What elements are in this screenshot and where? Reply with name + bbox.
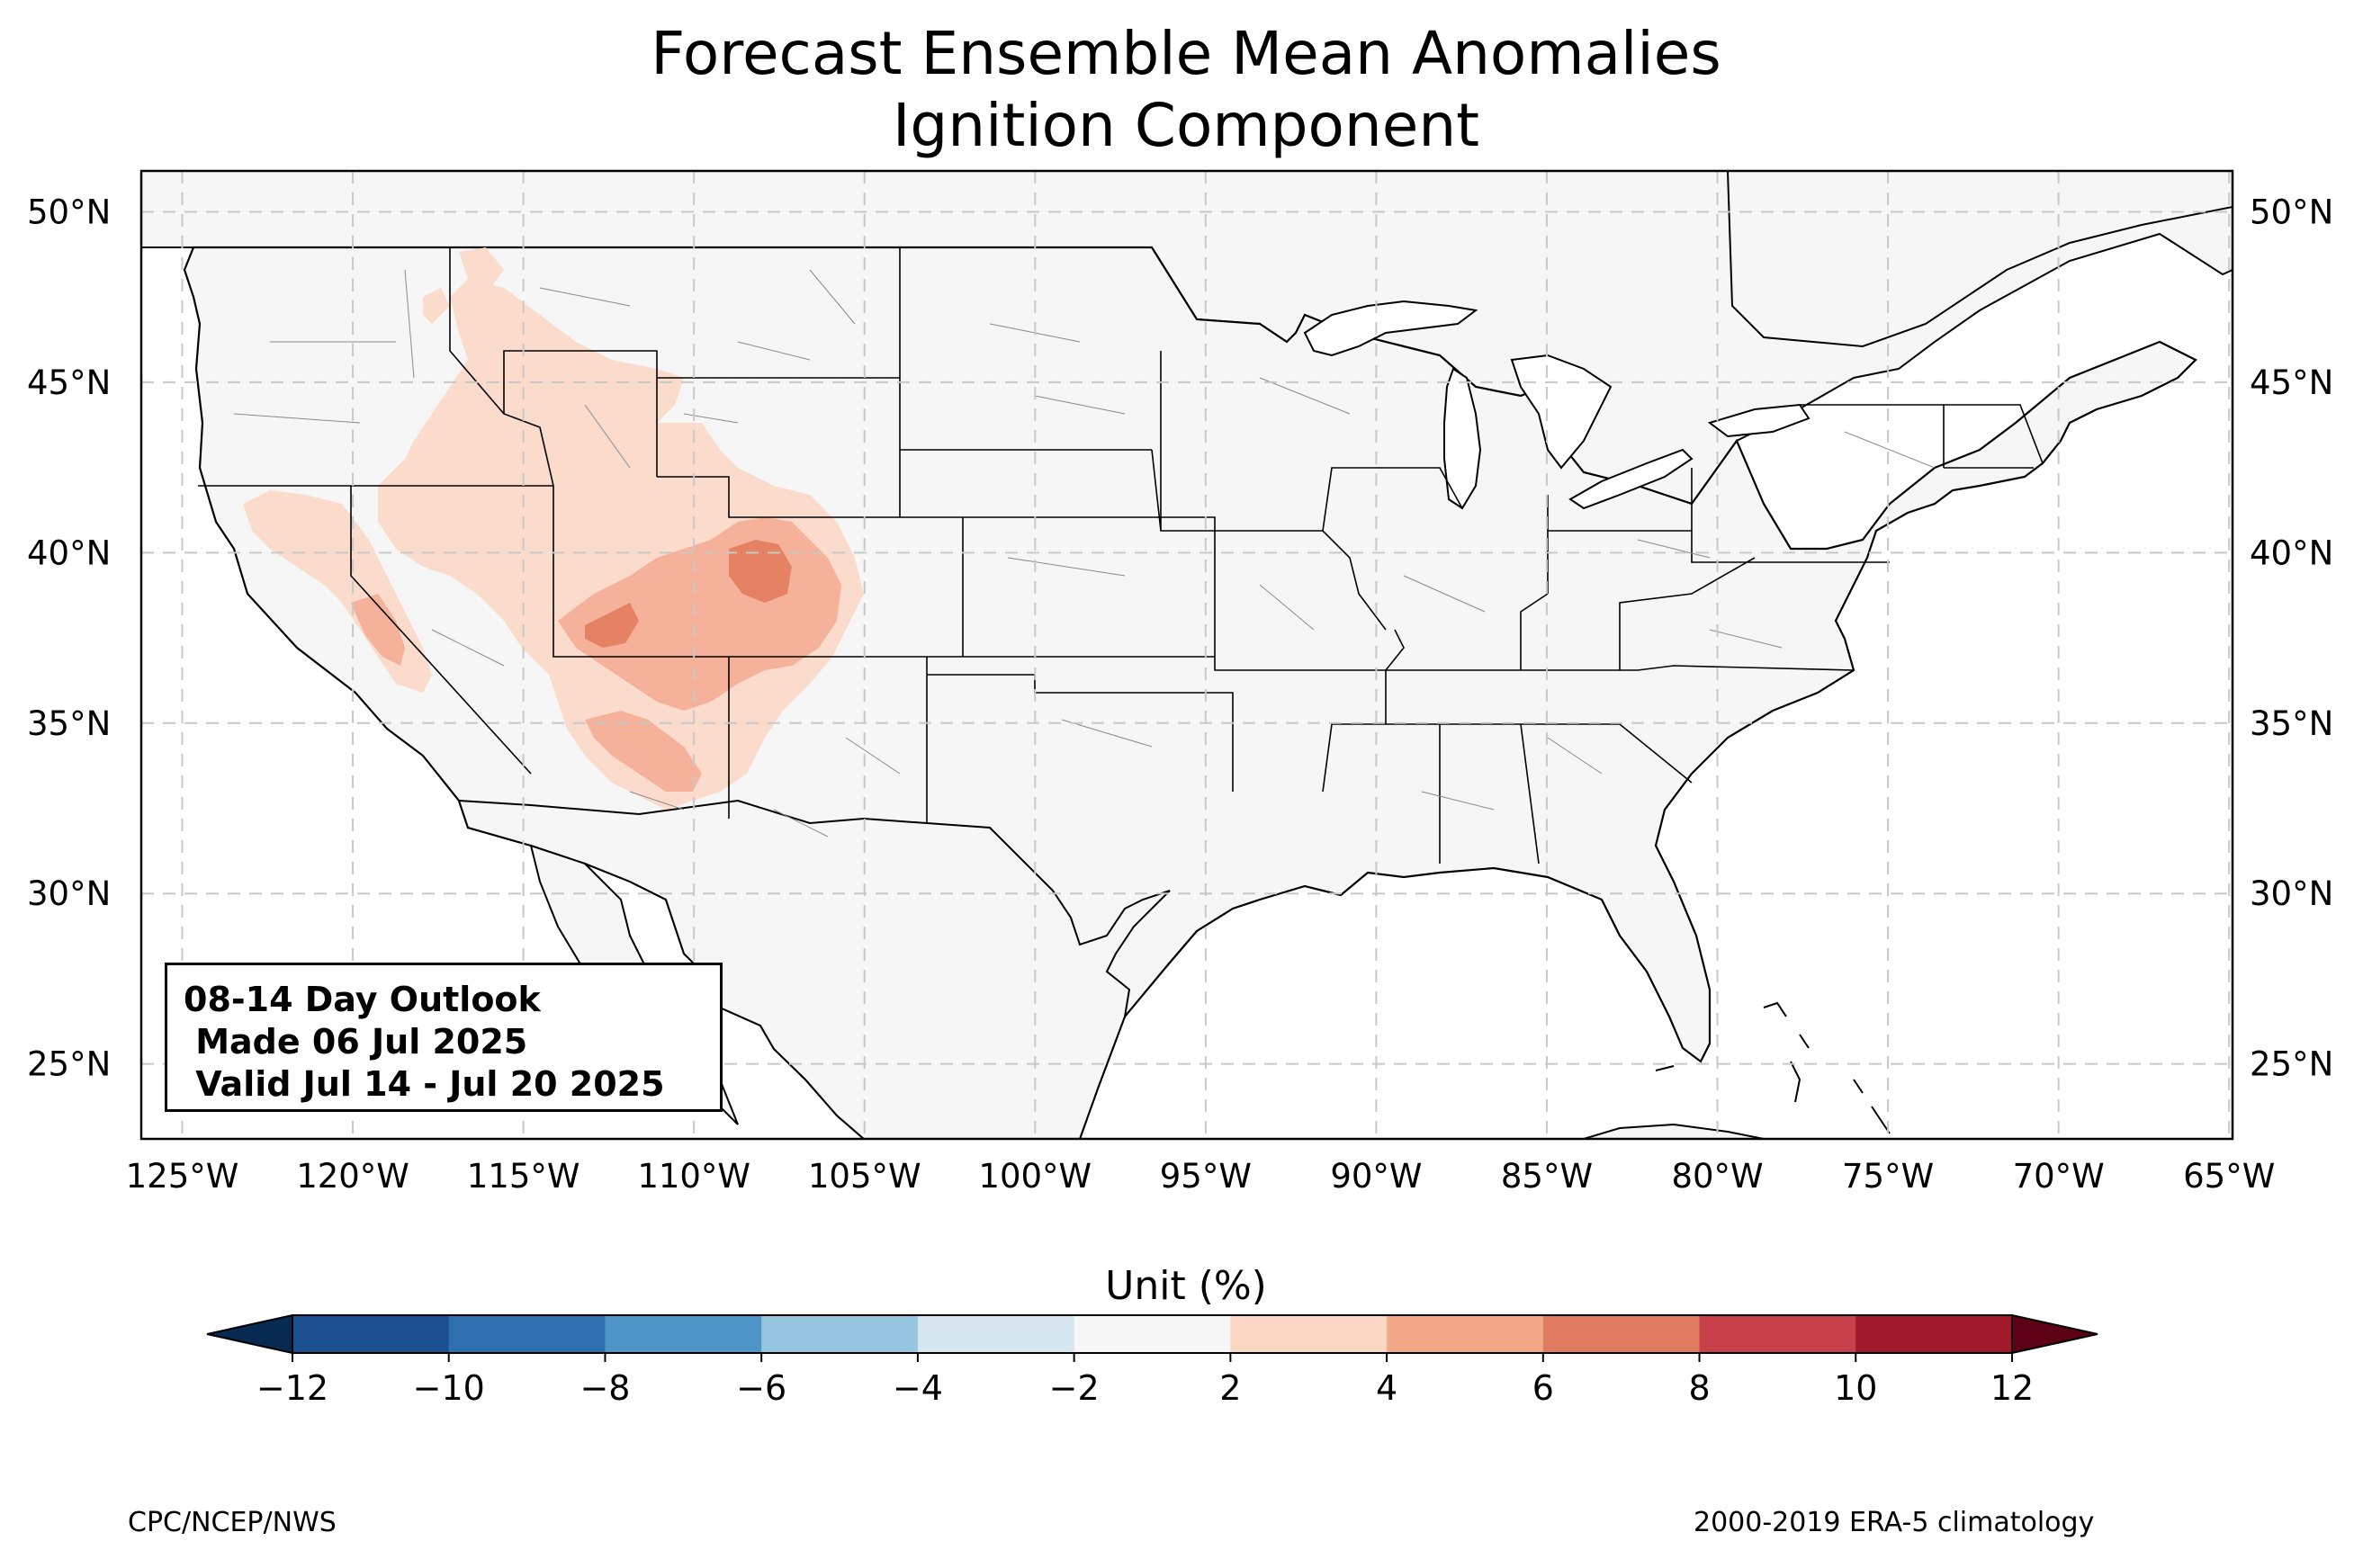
- lat-tick-label-right: 30°N: [2250, 874, 2333, 913]
- lat-tick-label-right: 50°N: [2250, 193, 2333, 231]
- lake-superior: [1303, 300, 1478, 357]
- colorbar-segment: [1230, 1315, 1388, 1353]
- map-frame: [139, 169, 2234, 1141]
- colorbar-tick-label: −4: [893, 1368, 943, 1408]
- lon-tick-label: 75°W: [1842, 1157, 1934, 1196]
- anomaly-level-2to4-idaho: [459, 247, 504, 288]
- anomaly-shading: [243, 247, 864, 810]
- outlook-made-date: Made 06 Jul 2025: [184, 1022, 528, 1062]
- lon-tick-label: 105°W: [808, 1157, 921, 1196]
- lat-tick-label-left: 35°N: [27, 704, 111, 743]
- bahamas-islands: [1655, 1001, 1891, 1134]
- state-boundaries: [198, 247, 2044, 865]
- colorbar-tick-label: 12: [1990, 1368, 2034, 1408]
- latitude-labels: 50°N 50°N 45°N 45°N 40°N 40°N 35°N 35°N 30°N 30°N…: [27, 193, 2333, 1083]
- lon-tick-label: 80°W: [1671, 1157, 1763, 1196]
- lake-ontario: [1707, 403, 1810, 438]
- lon-tick-label: 65°W: [2183, 1157, 2275, 1196]
- lon-tick-label: 90°W: [1330, 1157, 1422, 1196]
- anomaly-level-6to8-colorado: [729, 540, 792, 603]
- colorbar-label: Unit (%): [1105, 1263, 1267, 1309]
- cuba-island: [1583, 1123, 1765, 1139]
- footer-source: CPC/NCEP/NWS: [128, 1507, 337, 1538]
- footer-climatology: 2000-2019 ERA-5 climatology: [1694, 1507, 2095, 1538]
- lon-tick-label: 120°W: [296, 1157, 409, 1196]
- colorbar-tick-label: −10: [413, 1368, 485, 1408]
- colorbar-segment: [1387, 1315, 1544, 1353]
- colorbar-segment: [292, 1315, 450, 1353]
- lat-tick-label-left: 50°N: [27, 193, 111, 231]
- colorbar-tick-label: −8: [580, 1368, 630, 1408]
- outlook-info-box: 08-14 Day Outlook Made 06 Jul 2025 Valid…: [165, 963, 723, 1112]
- lat-tick-label-left: 45°N: [27, 363, 111, 402]
- chart-title-line1: Forecast Ensemble Mean Anomalies: [651, 19, 1721, 88]
- colorbar-tick-label: 6: [1532, 1368, 1554, 1408]
- lon-tick-label: 95°W: [1160, 1157, 1252, 1196]
- colorbar-segment: [1542, 1315, 1701, 1353]
- lon-tick-label: 110°W: [637, 1157, 750, 1196]
- colorbar-over-extension: [2011, 1313, 2098, 1355]
- colorbar-tick-label: 8: [1688, 1368, 1710, 1408]
- colorbar-under-extension: [206, 1313, 293, 1355]
- colorbar-tick-label: −12: [256, 1368, 328, 1408]
- lat-tick-label-left: 30°N: [27, 874, 111, 913]
- colorbar-segment: [448, 1315, 606, 1353]
- anomaly-level-4to6-california: [351, 594, 405, 666]
- lake-erie: [1568, 448, 1694, 510]
- lat-tick-label-right: 25°N: [2250, 1045, 2333, 1084]
- lon-tick-label: 115°W: [467, 1157, 580, 1196]
- lake-huron: [1510, 354, 1613, 470]
- chart-title-line2: Ignition Component: [892, 91, 1480, 160]
- lat-tick-label-right: 40°N: [2250, 533, 2333, 572]
- longitude-labels: 125°W 120°W 115°W 110°W 105°W 100°W 95°W 90°W 85…: [126, 1157, 2276, 1196]
- colorbar: −12 −10 −8 −6 −4 −2 2 4 6 8 10 12: [206, 1313, 2098, 1408]
- colorbar-tick-label: 10: [1834, 1368, 1877, 1408]
- colorbar-tick-label: −2: [1049, 1368, 1100, 1408]
- lon-tick-label: 100°W: [978, 1157, 1092, 1196]
- lon-tick-label: 70°W: [2013, 1157, 2105, 1196]
- lat-tick-label-left: 25°N: [27, 1045, 111, 1084]
- lat-tick-label-left: 40°N: [27, 533, 111, 572]
- colorbar-outline: [292, 1314, 2013, 1354]
- anomaly-level-2to4-oregon: [423, 288, 450, 324]
- colorbar-tick-label: 2: [1219, 1368, 1241, 1408]
- lon-tick-label: 85°W: [1501, 1157, 1593, 1196]
- anomaly-level-4to6-arizona: [585, 711, 702, 792]
- outlook-period: 08-14 Day Outlook: [184, 980, 541, 1019]
- colorbar-tick-label: 4: [1376, 1368, 1397, 1408]
- colorbar-tick-label: −6: [736, 1368, 786, 1408]
- colorbar-segment: [605, 1315, 762, 1353]
- colorbar-segment: [1855, 1315, 2013, 1353]
- lon-tick-label: 125°W: [126, 1157, 239, 1196]
- lat-tick-label-right: 45°N: [2250, 363, 2333, 402]
- colorbar-segment: [1074, 1315, 1231, 1353]
- colorbar-segment: [761, 1315, 919, 1353]
- colorbar-segment: [1699, 1315, 1856, 1353]
- colorbar-segment: [917, 1315, 1075, 1353]
- gridlines: [141, 171, 2233, 1139]
- outlook-valid-range: Valid Jul 14 - Jul 20 2025: [184, 1064, 665, 1104]
- lat-tick-label-right: 35°N: [2250, 704, 2333, 743]
- anomaly-level-6to8-utah: [585, 603, 639, 648]
- canada-coast-detail: [1727, 171, 2233, 348]
